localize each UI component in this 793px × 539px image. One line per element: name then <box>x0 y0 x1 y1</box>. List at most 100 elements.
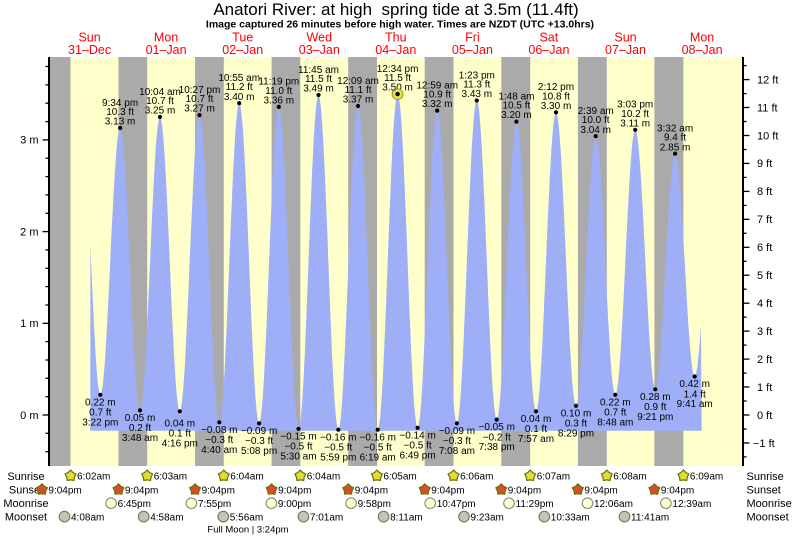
svg-text:11.5 ft: 11.5 ft <box>305 74 332 85</box>
svg-text:9:04pm: 9:04pm <box>278 486 311 497</box>
svg-text:6:03am: 6:03am <box>154 472 187 483</box>
svg-text:10:04 am: 10:04 am <box>139 87 181 98</box>
svg-text:−0.05 m: −0.05 m <box>478 422 514 433</box>
svg-text:Sunset: Sunset <box>9 485 43 497</box>
svg-text:8:48 am: 8:48 am <box>597 417 633 428</box>
svg-text:3.30 m: 3.30 m <box>541 101 572 112</box>
svg-text:5:59 pm: 5:59 pm <box>320 452 356 463</box>
svg-text:−1 ft: −1 ft <box>753 438 775 450</box>
svg-text:−0.15 m: −0.15 m <box>280 431 316 442</box>
svg-text:1 m: 1 m <box>20 318 38 330</box>
svg-text:0.22 m: 0.22 m <box>600 397 631 408</box>
svg-text:9:04pm: 9:04pm <box>202 486 235 497</box>
svg-text:4:40 am: 4:40 am <box>201 445 237 456</box>
svg-text:6:45pm: 6:45pm <box>118 499 151 510</box>
svg-text:−0.09 m: −0.09 m <box>439 426 475 437</box>
svg-text:3.32 m: 3.32 m <box>422 99 453 110</box>
svg-text:12:34 pm: 12:34 pm <box>377 64 419 75</box>
svg-text:Sunrise: Sunrise <box>7 471 44 483</box>
svg-text:−0.09 m: −0.09 m <box>241 426 277 437</box>
svg-text:07–Jan: 07–Jan <box>605 43 646 57</box>
svg-text:10.9 ft: 10.9 ft <box>423 90 451 101</box>
svg-text:3.25 m: 3.25 m <box>145 106 176 117</box>
svg-text:0.2 ft: 0.2 ft <box>129 423 151 434</box>
svg-text:3:03 pm: 3:03 pm <box>617 100 653 111</box>
svg-text:Anatori River: at high spring: Anatori River: at high spring tide at 3.… <box>213 0 578 19</box>
svg-text:9:21 pm: 9:21 pm <box>637 412 673 423</box>
svg-text:−0.5 ft: −0.5 ft <box>404 441 432 452</box>
svg-text:0.04 m: 0.04 m <box>165 418 196 429</box>
svg-text:1:23 pm: 1:23 pm <box>459 70 495 81</box>
svg-text:05–Jan: 05–Jan <box>452 43 493 57</box>
svg-text:7:38 pm: 7:38 pm <box>479 442 515 453</box>
svg-text:11:41am: 11:41am <box>631 513 669 524</box>
svg-text:−0.5 ft: −0.5 ft <box>324 443 352 454</box>
svg-text:3.40 m: 3.40 m <box>224 92 255 103</box>
svg-text:1 ft: 1 ft <box>757 382 772 394</box>
svg-text:5:08 pm: 5:08 pm <box>241 446 277 457</box>
svg-text:3.36 m: 3.36 m <box>264 96 295 107</box>
svg-text:11.1 ft: 11.1 ft <box>344 85 371 96</box>
svg-text:2:12 pm: 2:12 pm <box>538 82 574 93</box>
svg-text:Moonset: Moonset <box>5 512 47 524</box>
svg-text:11.5 ft: 11.5 ft <box>384 73 411 84</box>
svg-text:8:29 pm: 8:29 pm <box>558 428 594 439</box>
svg-text:Fri: Fri <box>465 30 480 44</box>
svg-text:Moonrise: Moonrise <box>747 498 792 510</box>
svg-text:9:58pm: 9:58pm <box>358 499 391 510</box>
svg-text:31–Dec: 31–Dec <box>68 43 111 57</box>
svg-text:06–Jan: 06–Jan <box>528 43 569 57</box>
svg-text:08–Jan: 08–Jan <box>682 43 723 57</box>
svg-text:3.37 m: 3.37 m <box>343 95 374 106</box>
svg-text:−0.08 m: −0.08 m <box>201 425 237 436</box>
svg-text:Thu: Thu <box>385 30 407 44</box>
svg-text:0.1 ft: 0.1 ft <box>525 424 547 435</box>
svg-text:3.11 m: 3.11 m <box>620 118 650 129</box>
svg-text:0.7 ft: 0.7 ft <box>89 408 111 419</box>
svg-text:0.9 ft: 0.9 ft <box>644 402 666 413</box>
svg-text:6:04am: 6:04am <box>307 472 340 483</box>
svg-text:3.04 m: 3.04 m <box>580 125 611 136</box>
svg-text:0 ft: 0 ft <box>757 410 772 422</box>
svg-text:8:11am: 8:11am <box>390 513 423 524</box>
svg-text:−0.3 ft: −0.3 ft <box>205 435 233 446</box>
svg-text:6:49 pm: 6:49 pm <box>400 450 436 461</box>
svg-text:10:47pm: 10:47pm <box>437 499 476 510</box>
svg-text:10.7 ft: 10.7 ft <box>186 94 214 105</box>
svg-text:01–Jan: 01–Jan <box>146 43 187 57</box>
svg-text:Sunset: Sunset <box>747 485 781 497</box>
svg-text:0.7 ft: 0.7 ft <box>604 408 626 419</box>
svg-text:Moonrise: Moonrise <box>3 498 48 510</box>
svg-text:0 m: 0 m <box>20 410 38 422</box>
svg-text:3.20 m: 3.20 m <box>501 110 532 121</box>
svg-text:5 ft: 5 ft <box>757 270 772 282</box>
svg-text:−0.3 ft: −0.3 ft <box>443 436 471 447</box>
svg-text:Tue: Tue <box>232 30 253 44</box>
svg-text:0.22 m: 0.22 m <box>85 397 116 408</box>
svg-text:0.28 m: 0.28 m <box>640 392 671 403</box>
svg-text:Mon: Mon <box>154 30 178 44</box>
svg-text:3:48 am: 3:48 am <box>122 433 158 444</box>
svg-text:3 ft: 3 ft <box>757 326 772 338</box>
svg-text:7:08 am: 7:08 am <box>439 446 475 457</box>
svg-text:−0.5 ft: −0.5 ft <box>364 443 392 454</box>
svg-text:6:06am: 6:06am <box>460 472 493 483</box>
svg-text:0.05 m: 0.05 m <box>125 413 156 424</box>
svg-text:1:48 am: 1:48 am <box>498 91 534 102</box>
svg-text:4:08am: 4:08am <box>71 513 104 524</box>
svg-text:04–Jan: 04–Jan <box>375 43 416 57</box>
svg-text:5:30 am: 5:30 am <box>280 451 316 462</box>
svg-text:Wed: Wed <box>307 30 333 44</box>
svg-text:2:39 am: 2:39 am <box>578 106 614 117</box>
svg-text:Sat: Sat <box>540 30 559 44</box>
svg-text:7:55pm: 7:55pm <box>198 499 231 510</box>
svg-text:12:59 am: 12:59 am <box>416 80 458 91</box>
svg-text:Full Moon | 3:24pm: Full Moon | 3:24pm <box>207 525 288 536</box>
svg-text:3:32 am: 3:32 am <box>657 124 693 135</box>
svg-text:4 ft: 4 ft <box>757 298 772 310</box>
svg-text:6:02am: 6:02am <box>77 472 110 483</box>
svg-text:11.3 ft: 11.3 ft <box>463 80 490 91</box>
svg-text:9:04pm: 9:04pm <box>661 486 694 497</box>
svg-text:03–Jan: 03–Jan <box>299 43 340 57</box>
svg-text:3 m: 3 m <box>20 135 38 147</box>
